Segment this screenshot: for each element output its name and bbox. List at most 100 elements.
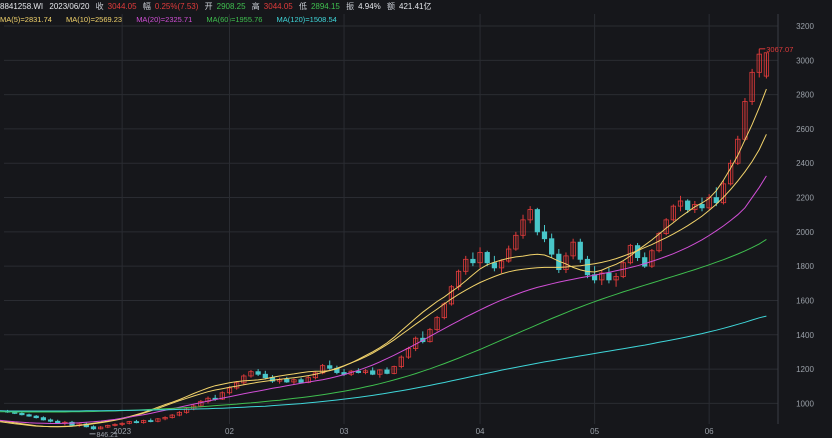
candle-body <box>162 417 168 420</box>
y-tick-label: 1400 <box>796 331 814 340</box>
ma20-legend: MA(20)=2325.71 <box>136 15 193 24</box>
candle-body <box>713 197 719 204</box>
candle-body <box>384 369 390 374</box>
max-annotation: 3067.07 <box>766 45 793 54</box>
y-tick-label: 3200 <box>796 22 814 31</box>
low-value: 2894.15 <box>310 2 340 11</box>
candle-body <box>434 317 440 331</box>
close-label: 收 <box>95 2 104 11</box>
amount-value: 421.41亿 <box>399 2 432 11</box>
high-label: 高 <box>251 2 260 11</box>
min-annotation: 846.21 <box>96 432 118 438</box>
candle-body <box>513 234 519 250</box>
candle-body <box>176 411 183 416</box>
candle-body <box>398 356 404 367</box>
candle-body <box>577 241 583 260</box>
candle-body <box>241 375 247 384</box>
candle-body <box>155 418 161 422</box>
candle-body <box>391 366 397 374</box>
candle-body <box>699 204 705 209</box>
close-value: 3044.05 <box>107 2 137 11</box>
candle-body <box>463 258 469 272</box>
ma-line <box>0 315 767 412</box>
y-tick-label: 2800 <box>796 91 814 100</box>
candle-body <box>119 422 125 425</box>
y-tick-label: 2400 <box>796 159 814 168</box>
y-tick-label: 1800 <box>796 262 814 271</box>
ma-line <box>0 134 767 428</box>
change-value: 0.25%(7.53) <box>154 2 199 11</box>
candle-body <box>291 379 297 383</box>
candle-body <box>670 205 676 221</box>
ma10-legend: MA(10)=2569.23 <box>66 15 123 24</box>
candle-body <box>90 426 97 430</box>
x-tick-label: 06 <box>705 427 714 436</box>
candle-body <box>19 412 25 416</box>
candle-body <box>470 258 476 264</box>
candle-body <box>26 414 32 417</box>
quote-info-bar: 8841258.WI 2023/06/20 收 3044.05 幅 0.25%(7.… <box>0 0 832 13</box>
candle-body <box>527 209 533 221</box>
candle-body <box>312 372 319 379</box>
candle-body <box>484 252 490 264</box>
candle-body <box>728 162 734 185</box>
candle-body <box>98 426 104 430</box>
candle-body <box>649 250 655 267</box>
candle-body <box>706 197 712 209</box>
candle-body <box>685 200 691 210</box>
candle-body <box>226 387 233 394</box>
candle-body <box>219 392 225 400</box>
y-tick-label: 2000 <box>796 228 814 237</box>
candle-body <box>606 272 612 281</box>
candle-body <box>498 260 505 269</box>
candle-body <box>506 248 512 262</box>
candle-body <box>133 421 140 424</box>
candle-body <box>47 419 54 422</box>
ma5-legend: MA(5)=2831.74 <box>0 15 52 24</box>
candle-body <box>613 276 619 281</box>
candle-body <box>448 286 455 305</box>
candle-body <box>169 414 175 418</box>
ma-line <box>0 175 767 424</box>
x-tick-label: 04 <box>476 427 485 436</box>
security-code: 8841258.WI <box>0 2 44 11</box>
candle-body <box>370 370 376 375</box>
candle-body <box>255 371 261 375</box>
y-tick-label: 1600 <box>796 296 814 305</box>
candle-body <box>534 209 540 233</box>
amount-label: 额 <box>387 2 396 11</box>
open-label: 开 <box>204 2 213 11</box>
candle-body <box>262 373 268 379</box>
candle-body <box>362 370 369 373</box>
candle-body <box>40 417 46 421</box>
candle-body <box>491 262 498 269</box>
candle-body <box>599 272 605 281</box>
amplitude-label: 振 <box>346 2 355 11</box>
candle-body <box>677 200 684 207</box>
ma120-legend: MA(120)=1508.54 <box>276 15 337 24</box>
change-label: 幅 <box>142 2 151 11</box>
y-tick-label: 2600 <box>796 125 814 134</box>
high-value: 3044.05 <box>263 2 293 11</box>
ma-legend: MA(5)=2831.74 MA(10)=2569.23 MA(20)=2325… <box>0 14 832 26</box>
candle-body <box>69 421 75 426</box>
candle-body <box>720 183 727 204</box>
candle-body <box>112 423 118 426</box>
quote-date: 2023/06/20 <box>49 2 90 11</box>
candle-body <box>756 53 762 73</box>
candle-body <box>284 378 290 383</box>
candle-body <box>327 365 333 369</box>
candle-body <box>355 370 361 373</box>
y-tick-label: 1200 <box>796 365 814 374</box>
x-tick-label: 05 <box>590 427 599 436</box>
candle-body <box>477 252 483 264</box>
amplitude-value: 4.94% <box>358 2 381 11</box>
x-tick-label: 03 <box>340 427 349 436</box>
candle-body <box>541 231 548 240</box>
candle-body <box>140 420 147 424</box>
candle-body <box>105 424 111 428</box>
x-tick-label: 2023 <box>113 427 131 436</box>
candle-body <box>692 204 698 210</box>
y-tick-label: 3000 <box>796 56 814 65</box>
